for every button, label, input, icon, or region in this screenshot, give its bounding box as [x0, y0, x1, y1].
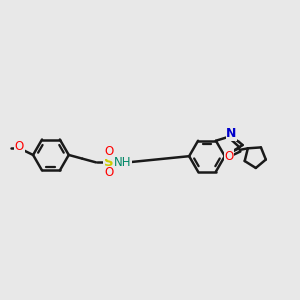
Text: NH: NH [114, 156, 131, 169]
Text: O: O [105, 166, 114, 179]
Text: O: O [225, 150, 234, 163]
Text: N: N [226, 127, 237, 140]
Text: S: S [104, 156, 114, 169]
Text: O: O [105, 146, 114, 158]
Text: O: O [15, 140, 24, 153]
